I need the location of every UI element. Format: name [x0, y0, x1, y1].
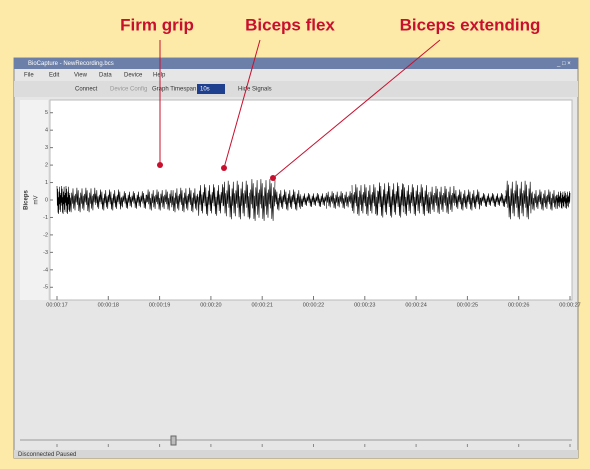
x-tick-label: 00:00:17 — [46, 302, 67, 308]
y-tick-label: 1 — [45, 180, 48, 186]
annotation-dot — [270, 175, 276, 181]
status-text: Disconnected Paused — [18, 452, 76, 458]
annotation-dot — [157, 162, 163, 168]
y-tick-label: -4 — [43, 267, 48, 273]
y-unit: mV — [34, 196, 40, 205]
x-tick-label: 00:00:23 — [354, 302, 375, 308]
window-controls[interactable]: _ □ × — [556, 61, 571, 67]
y-tick-label: -5 — [43, 285, 48, 291]
x-tick-label: 00:00:22 — [303, 302, 324, 308]
menu-item[interactable]: Edit — [49, 73, 60, 79]
y-tick-label: 3 — [45, 145, 48, 151]
connect-button[interactable]: Connect — [75, 87, 98, 93]
y-tick-label: 4 — [45, 128, 48, 134]
y-label: Biceps — [24, 190, 30, 210]
annotation-label: Biceps extending — [400, 15, 541, 34]
y-tick-label: 5 — [45, 110, 48, 116]
annotation-dot — [221, 165, 227, 171]
annotation-label: Firm grip — [120, 15, 194, 34]
device-config-button[interactable]: Device Config — [110, 87, 147, 93]
x-tick-label: 00:00:19 — [149, 302, 170, 308]
timespan-label: Graph Timespan — [152, 87, 196, 93]
menu-item[interactable]: View — [74, 73, 88, 79]
y-tick-label: -2 — [43, 232, 48, 238]
status-bar — [14, 450, 578, 458]
x-tick-label: 00:00:26 — [508, 302, 529, 308]
hide-signals-button[interactable]: Hide Signals — [238, 87, 272, 93]
y-tick-label: -1 — [43, 215, 48, 221]
y-tick-label: 2 — [45, 163, 48, 169]
timespan-value[interactable]: 10s — [200, 87, 210, 93]
x-tick-label: 00:00:27 — [559, 302, 580, 308]
menu-item[interactable]: Data — [99, 73, 112, 79]
y-tick-label: 0 — [45, 197, 48, 203]
toolbar — [14, 81, 578, 97]
x-tick-label: 00:00:18 — [98, 302, 119, 308]
x-tick-label: 00:00:25 — [457, 302, 478, 308]
x-tick-label: 00:00:24 — [405, 302, 426, 308]
screenshot: BioCapture - NewRecording.bcs _ □ × File… — [0, 0, 590, 464]
window-title: BioCapture - NewRecording.bcs — [28, 61, 114, 67]
menu-item[interactable]: File — [24, 73, 34, 79]
time-slider-thumb[interactable] — [171, 436, 176, 445]
x-tick-label: 00:00:21 — [251, 302, 272, 308]
menu-item[interactable]: Device — [124, 73, 143, 79]
annotation-label: Biceps flex — [245, 15, 335, 34]
y-tick-label: -3 — [43, 250, 48, 256]
x-tick-label: 00:00:20 — [200, 302, 221, 308]
